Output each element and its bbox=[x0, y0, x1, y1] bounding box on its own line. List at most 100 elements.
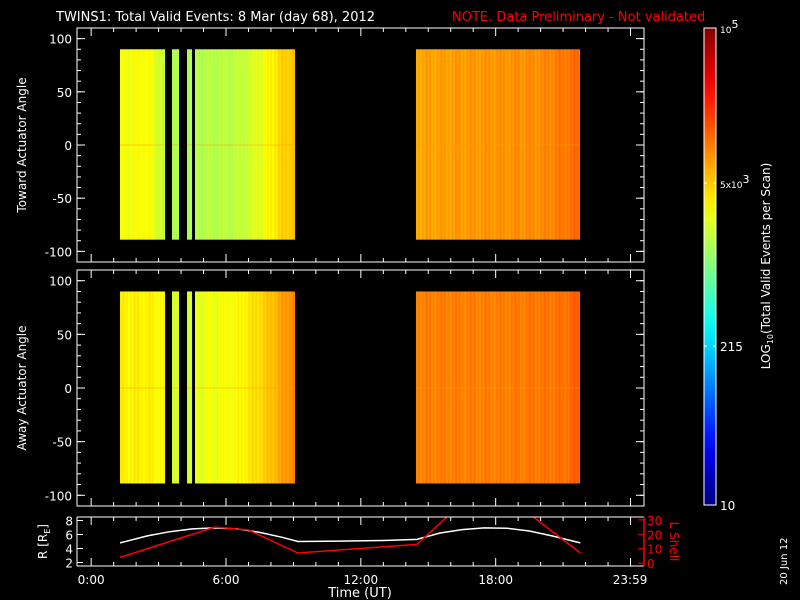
heatmap-column bbox=[254, 49, 256, 240]
heatmap-column bbox=[575, 49, 577, 240]
heatmap-column bbox=[287, 49, 289, 240]
heatmap-column bbox=[566, 49, 568, 240]
r-tick-label: 6 bbox=[65, 529, 73, 543]
heatmap-column bbox=[576, 291, 578, 484]
heatmap-column bbox=[242, 291, 244, 484]
heatmap-column bbox=[507, 49, 509, 240]
heatmap-column bbox=[518, 49, 520, 240]
heatmap-column bbox=[495, 49, 497, 240]
heatmap-column bbox=[509, 49, 511, 240]
heatmap-column bbox=[534, 291, 536, 484]
zero-angle-band bbox=[195, 387, 295, 389]
heatmap-column bbox=[508, 291, 510, 484]
heatmap-column bbox=[488, 49, 490, 240]
heatmap-column bbox=[519, 291, 521, 484]
heatmap-column bbox=[491, 291, 493, 484]
heatmap-column bbox=[539, 49, 541, 240]
heatmap-column bbox=[574, 291, 576, 484]
heatmap-column bbox=[558, 49, 560, 240]
heatmap-column bbox=[195, 49, 197, 240]
heatmap-column bbox=[121, 291, 123, 484]
y-tick-label: 0 bbox=[64, 139, 72, 153]
heatmap-column bbox=[448, 49, 450, 240]
heatmap-column bbox=[429, 291, 431, 484]
heatmap-column bbox=[517, 49, 519, 240]
heatmap-column bbox=[226, 291, 228, 484]
heatmap-column bbox=[432, 291, 434, 484]
heatmap-column bbox=[144, 291, 146, 484]
heatmap-column bbox=[270, 49, 272, 240]
heatmap-column bbox=[525, 291, 527, 484]
heatmap-column bbox=[266, 291, 268, 484]
heatmap-column bbox=[562, 49, 564, 240]
heatmap-column bbox=[141, 49, 143, 240]
heatmap-column bbox=[137, 49, 139, 240]
data-block bbox=[120, 291, 166, 484]
heatmap-column bbox=[272, 49, 274, 240]
heatmap-column bbox=[152, 49, 154, 240]
heatmap-column bbox=[253, 49, 255, 240]
heatmap-column bbox=[294, 291, 296, 484]
heatmap-column bbox=[474, 291, 476, 484]
heatmap-column bbox=[558, 291, 560, 484]
y-axis-label: Toward Actuator Angle bbox=[15, 77, 29, 213]
heatmap-column bbox=[420, 49, 422, 240]
heatmap-column bbox=[535, 49, 537, 240]
heatmap-column bbox=[464, 291, 466, 484]
heatmap-column bbox=[460, 291, 462, 484]
heatmap-column bbox=[212, 49, 214, 240]
heatmap-column bbox=[134, 291, 136, 484]
heatmap-column bbox=[139, 49, 141, 240]
heatmap-column bbox=[551, 49, 553, 240]
heatmap-column bbox=[153, 49, 155, 240]
heatmap-column bbox=[128, 49, 130, 240]
heatmap-column bbox=[219, 49, 221, 240]
heatmap-column bbox=[249, 291, 251, 484]
heatmap-column bbox=[562, 291, 564, 484]
colorbar-tick-label: 10 bbox=[720, 499, 735, 513]
heatmap-column bbox=[475, 49, 477, 240]
heatmap-column bbox=[571, 49, 573, 240]
heatmap-column bbox=[187, 49, 189, 240]
heatmap-column bbox=[502, 291, 504, 484]
heatmap-column bbox=[470, 291, 472, 484]
heatmap-column bbox=[537, 49, 539, 240]
heatmap-column bbox=[175, 49, 177, 240]
zero-angle-band bbox=[187, 144, 192, 146]
heatmap-column bbox=[485, 49, 487, 240]
heatmap-column bbox=[229, 49, 231, 240]
heatmap-column bbox=[243, 49, 245, 240]
r-distance-line bbox=[119, 527, 581, 544]
heatmap-column bbox=[223, 291, 225, 484]
colorbar-label: LOG10(Total Valid Events per Scan) bbox=[759, 163, 775, 370]
heatmap-column bbox=[204, 49, 206, 240]
heatmap-column bbox=[271, 49, 273, 240]
heatmap-column bbox=[274, 291, 276, 484]
y-axis-label: Away Actuator Angle bbox=[15, 325, 29, 450]
r-tick-label: 4 bbox=[65, 543, 73, 557]
colorbar-tick-label: 105 bbox=[720, 18, 738, 36]
heatmap-column bbox=[566, 291, 568, 484]
heatmap-column bbox=[557, 49, 559, 240]
heatmap-column bbox=[129, 49, 131, 240]
l-shell-line bbox=[119, 517, 581, 559]
heatmap-column bbox=[469, 291, 471, 484]
heatmap-column bbox=[423, 291, 425, 484]
heatmap-column bbox=[133, 49, 135, 240]
heatmap-column bbox=[567, 49, 569, 240]
heatmap-column bbox=[474, 49, 476, 240]
heatmap-column bbox=[225, 49, 227, 240]
heatmap-column bbox=[131, 49, 133, 240]
heatmap-column bbox=[493, 291, 495, 484]
heatmap-column bbox=[139, 291, 141, 484]
heatmap-column bbox=[430, 49, 432, 240]
heatmap-column bbox=[430, 291, 432, 484]
heatmap-column bbox=[549, 49, 551, 240]
chart-title: TWINS1: Total Valid Events: 8 Mar (day 6… bbox=[55, 10, 375, 25]
zero-angle-band bbox=[416, 387, 580, 389]
heatmap-column bbox=[429, 49, 431, 240]
heatmap-column bbox=[268, 291, 270, 484]
heatmap-column bbox=[416, 291, 418, 484]
heatmap-column bbox=[515, 291, 517, 484]
heatmap-column bbox=[554, 49, 556, 240]
